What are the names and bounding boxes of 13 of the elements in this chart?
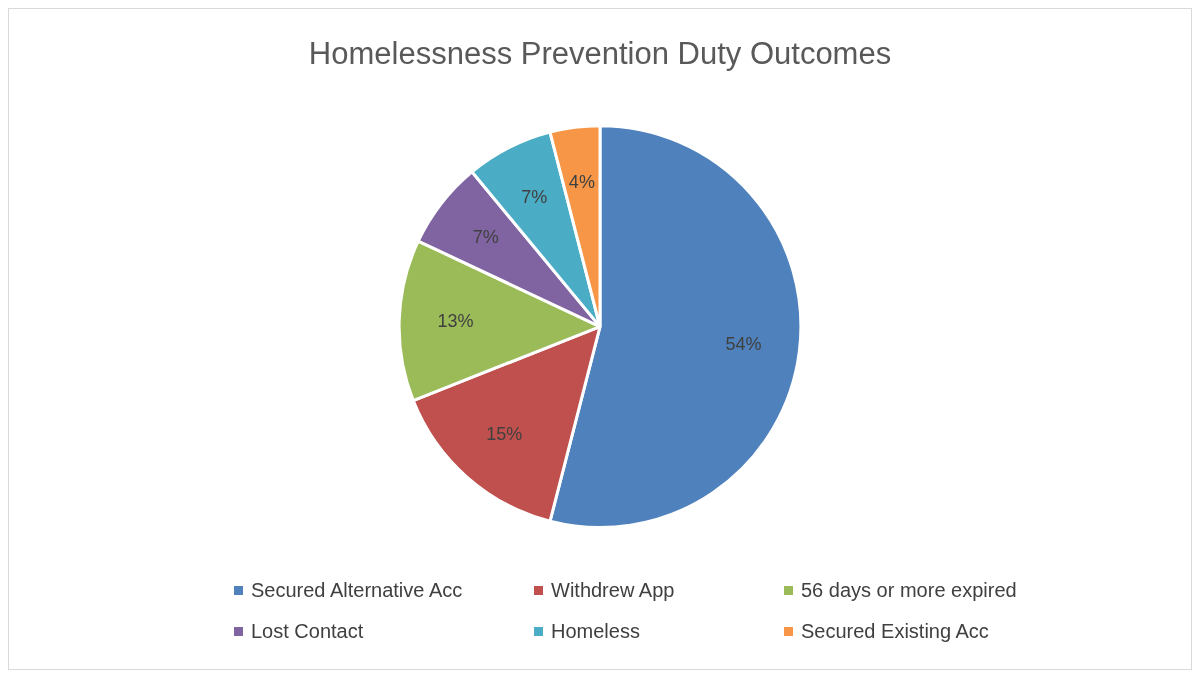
legend-label: Homeless (551, 620, 640, 643)
legend-label: Secured Existing Acc (801, 620, 989, 643)
data-label: 54% (725, 333, 762, 354)
legend-label: Secured Alternative Acc (251, 579, 463, 602)
data-label: 4% (568, 172, 595, 193)
data-label: 15% (486, 424, 523, 445)
data-label: 13% (437, 311, 474, 332)
legend-label: Lost Contact (251, 620, 364, 643)
chart-title: Homelessness Prevention Duty Outcomes (308, 36, 892, 72)
data-label: 7% (472, 226, 499, 247)
legend-label: 56 days or more expired (801, 579, 1017, 602)
data-label: 7% (521, 186, 548, 207)
legend-label: Withdrew App (551, 579, 675, 602)
